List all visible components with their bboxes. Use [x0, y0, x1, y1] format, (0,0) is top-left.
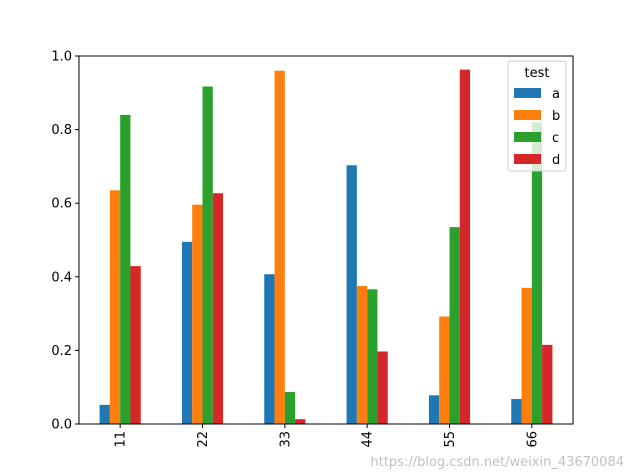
bar-c-22	[202, 86, 213, 424]
x-tick-label: 22	[196, 431, 211, 448]
bar-c-66	[531, 122, 543, 425]
bar-d-66	[542, 344, 553, 424]
bar-d-55	[459, 69, 471, 425]
bar-b-22	[192, 204, 203, 424]
plot-frame	[78, 55, 574, 425]
x-tick-label: 55	[443, 431, 458, 448]
watermark-text: https://blog.csdn.net/weixin_43670084	[370, 455, 624, 470]
bar-b-33	[274, 70, 285, 424]
bar-d-11	[130, 266, 141, 424]
bar-a-66	[511, 398, 522, 424]
bar-d-44	[377, 351, 388, 424]
y-tick-label: 0.0	[51, 418, 72, 433]
bar-c-33	[284, 391, 296, 424]
bar-a-22	[181, 241, 193, 424]
x-tick-label: 33	[278, 431, 293, 448]
legend-label-a: a	[552, 87, 560, 102]
legend-label-c: c	[552, 131, 559, 146]
bar-c-44	[367, 289, 378, 424]
legend-swatch-d	[514, 154, 541, 164]
x-tick-label: 44	[361, 431, 376, 448]
bar-a-33	[264, 274, 275, 424]
y-axis: 0.0 0.2 0.4 0.6 0.8 1.0	[51, 50, 79, 433]
legend-swatch-c	[514, 132, 541, 142]
bar-b-11	[109, 190, 121, 424]
legend-label-d: d	[552, 153, 560, 168]
bar-d-33	[295, 419, 306, 424]
x-axis: 11 22 33 44 55 66	[114, 424, 540, 448]
legend-swatch-b	[514, 110, 541, 120]
y-tick-label: 0.4	[51, 270, 72, 285]
bar-a-44	[346, 165, 357, 425]
bar-c-55	[449, 227, 460, 424]
x-tick-label: 66	[525, 431, 540, 448]
y-tick-label: 0.2	[51, 344, 72, 359]
bars-group	[99, 69, 553, 425]
legend-swatch-a	[514, 88, 541, 98]
legend-label-b: b	[552, 109, 560, 124]
y-tick-label: 0.8	[51, 123, 72, 138]
y-tick-label: 1.0	[51, 50, 72, 65]
bar-d-22	[212, 193, 224, 424]
x-tick-label: 11	[114, 431, 129, 448]
bar-a-11	[99, 404, 110, 424]
y-tick-label: 0.6	[51, 197, 72, 212]
bar-b-44	[356, 286, 368, 424]
bar-c-11	[120, 114, 131, 424]
bar-b-66	[521, 287, 532, 424]
bar-a-55	[428, 395, 440, 424]
legend-title: test	[525, 66, 550, 81]
bar-b-55	[439, 316, 450, 424]
